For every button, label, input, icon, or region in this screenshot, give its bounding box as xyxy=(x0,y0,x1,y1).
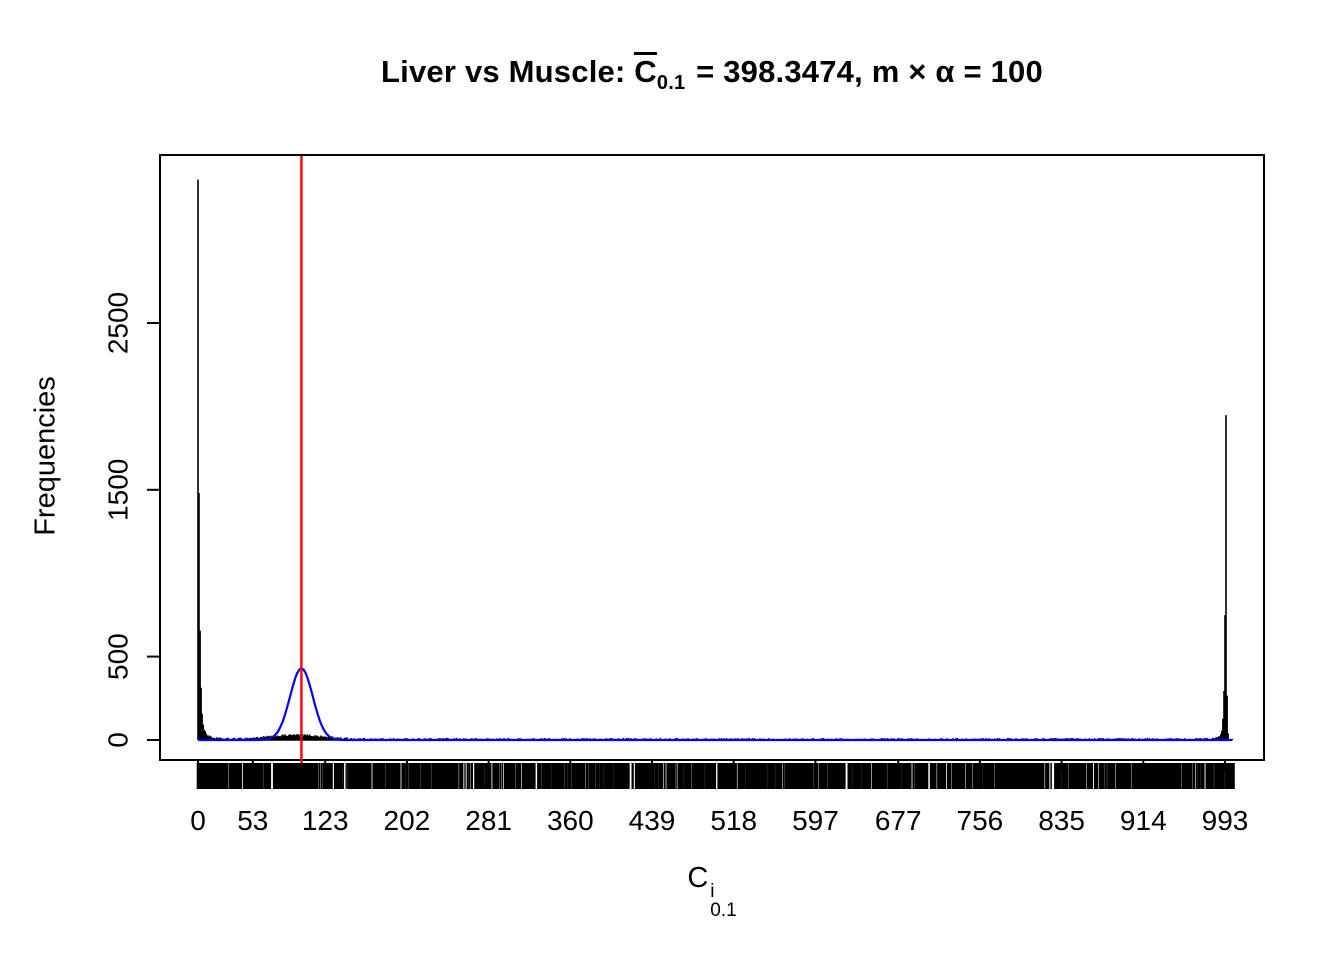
chart-title: Liver vs Muscle: C0.1 = 398.3474, m × α … xyxy=(160,52,1264,95)
x-tick-label: 202 xyxy=(384,805,431,836)
x-axis-subscript: 0.1 xyxy=(710,900,737,921)
x-tick-label: 677 xyxy=(875,805,922,836)
x-tick-label: 123 xyxy=(302,805,349,836)
x-tick-label: 360 xyxy=(547,805,594,836)
x-axis-superscript: i xyxy=(710,881,715,902)
y-tick-label: 0 xyxy=(103,732,134,748)
x-axis-scripts: i 0.1 xyxy=(710,882,736,920)
plot-border xyxy=(159,154,1265,761)
x-tick-label: 835 xyxy=(1038,805,1085,836)
y-tick-label: 2500 xyxy=(103,292,134,354)
x-axis-symbol: C xyxy=(687,862,709,894)
x-tick-label: 53 xyxy=(237,805,268,836)
title-suffix: = 398.3474, m × α = 100 xyxy=(687,54,1043,89)
title-mean-subscript: 0.1 xyxy=(656,72,686,94)
title-mean-symbol: C xyxy=(634,52,657,89)
y-tick-label: 500 xyxy=(103,633,134,680)
x-tick-label: 756 xyxy=(957,805,1004,836)
x-tick-label: 914 xyxy=(1120,805,1167,836)
density-curve xyxy=(198,667,1233,742)
x-tick-label: 597 xyxy=(792,805,839,836)
x-tick-label: 993 xyxy=(1202,805,1249,836)
x-tick-label: 281 xyxy=(465,805,512,836)
histogram-series xyxy=(197,179,1233,740)
y-axis-title: Frequencies xyxy=(29,376,62,536)
x-tick-label: 439 xyxy=(629,805,676,836)
rug-ticks xyxy=(196,763,1235,789)
y-tick-label: 1500 xyxy=(103,459,134,521)
x-tick-label: 518 xyxy=(710,805,757,836)
x-tick-label: 0 xyxy=(190,805,206,836)
title-prefix: Liver vs Muscle: xyxy=(381,54,635,89)
